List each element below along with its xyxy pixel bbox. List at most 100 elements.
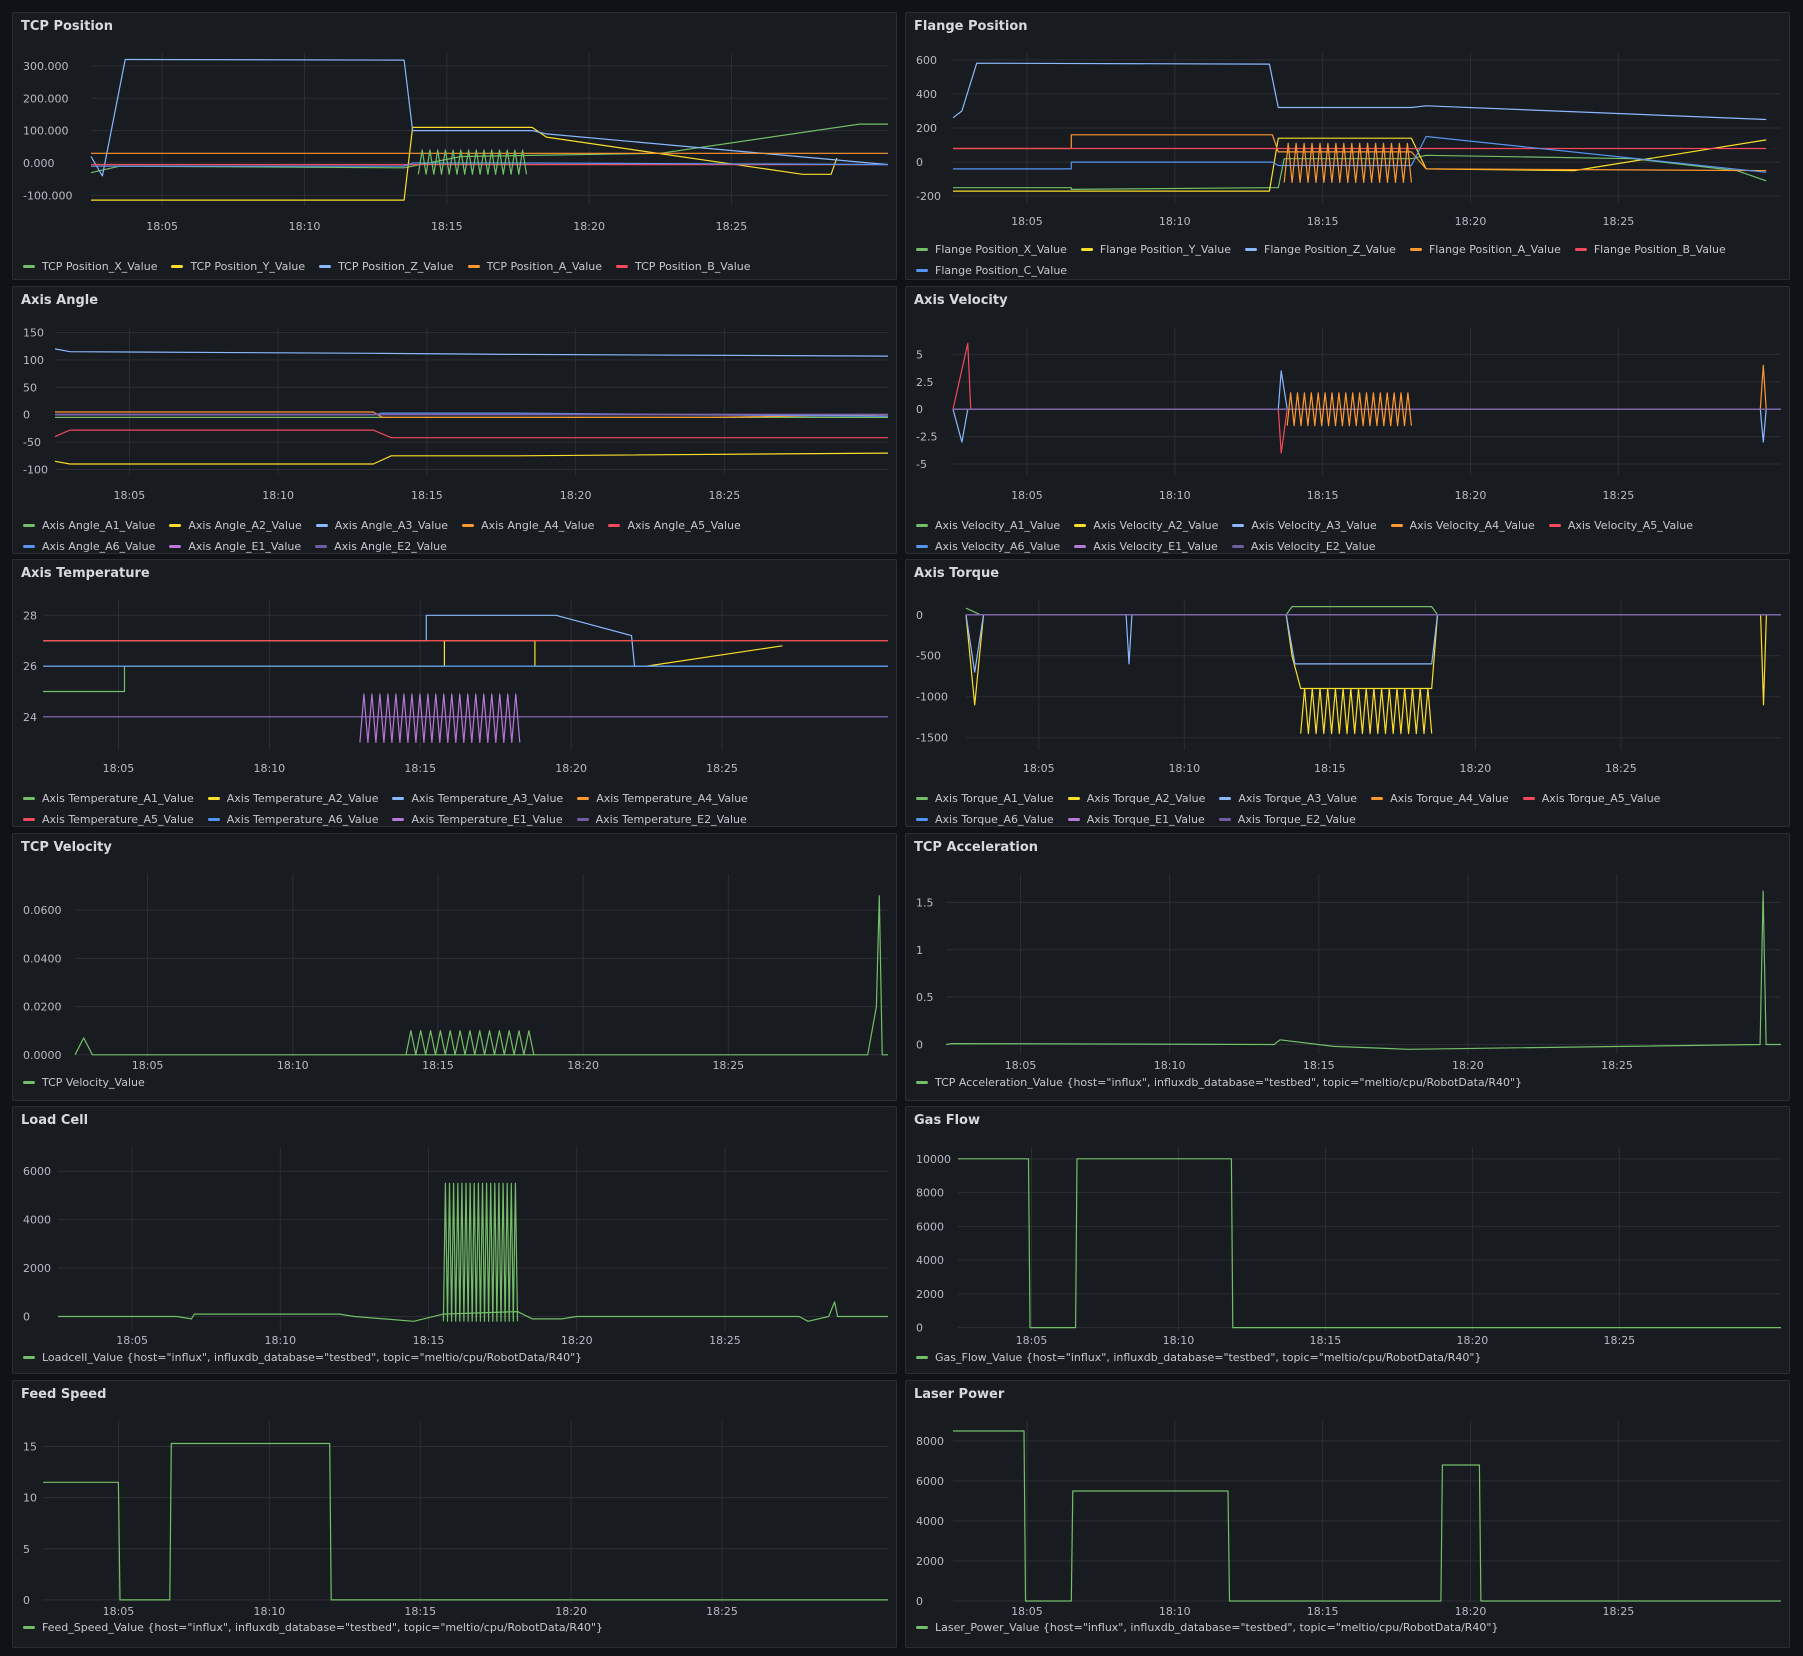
legend-item[interactable]: Axis Velocity_A4_Value (1390, 515, 1535, 536)
legend-item[interactable]: TCP Position_A_Value (467, 256, 602, 277)
panel-title[interactable]: Axis Angle (21, 293, 99, 308)
series-line-flange[interactable] (953, 137, 1767, 192)
legend-item[interactable]: Gas_Flow_Value {host="influx", influxdb_… (916, 1347, 1481, 1368)
legend-item[interactable]: Axis Temperature_E1_Value (392, 809, 563, 826)
series-line-gas-flow-value[interactable] (958, 1158, 1781, 1329)
panel-flange-position[interactable]: Flange Position 18:05 18:10 18:15 18:20 18:25… (905, 12, 1790, 280)
legend-item[interactable]: Axis Temperature_A2_Value (207, 788, 378, 809)
series-line-flange[interactable] (1283, 142, 1412, 184)
panel-axis-temperature[interactable]: Axis Temperature 18:05 18:10 18:15 18:20 18:2… (12, 559, 897, 827)
legend-item[interactable]: TCP Acceleration_Value {host="influx", i… (916, 1072, 1522, 1093)
legend-item[interactable]: TCP Velocity_Value (23, 1072, 145, 1093)
panel-title[interactable]: TCP Acceleration (914, 840, 1039, 855)
legend-item[interactable]: Axis Velocity_A5_Value (1548, 515, 1693, 536)
legend-item[interactable]: Axis Velocity_A3_Value (1232, 515, 1377, 536)
legend-item[interactable]: Axis Torque_A1_Value (916, 788, 1054, 809)
panel-laser-power[interactable]: Laser Power 18:05 18:10 18:15 18:20 18:25 8000… (905, 1380, 1790, 1648)
legend-item[interactable]: Axis Velocity_A1_Value (916, 515, 1060, 536)
series-line-axis[interactable] (54, 429, 888, 439)
series-line-axis[interactable] (965, 614, 1781, 673)
legend-item[interactable]: TCP Position_C_Value (23, 277, 158, 279)
legend-item[interactable]: Flange Position_A_Value (1409, 239, 1561, 260)
legend-item[interactable]: Axis Angle_A2_Value (169, 515, 302, 536)
legend-item[interactable]: Axis Temperature_A5_Value (23, 809, 194, 826)
chart-plot[interactable]: 18:05 18:10 18:15 18:20 18:25 0 -500 -1000 -1500 (906, 560, 1790, 827)
series-line-axis[interactable] (1286, 392, 1412, 427)
legend-item[interactable]: Axis Angle_A6_Value (23, 536, 155, 553)
series-line-tcp[interactable] (74, 895, 888, 1056)
panel-tcp-position[interactable]: TCP Position 18:05 18:10 18:15 18:20 18:25 300… (12, 12, 897, 280)
series-line-axis[interactable] (359, 693, 521, 743)
series-line-axis[interactable] (1300, 687, 1433, 735)
panel-axis-velocity[interactable]: Axis Velocity 18:05 18:10 18:15 18:20 18:25 5 2… (905, 286, 1790, 554)
legend-item[interactable]: Loadcell_Value {host="influx", influxdb_… (23, 1347, 582, 1368)
series-line-loadcell-value[interactable] (442, 1182, 519, 1322)
chart-plot[interactable]: 18:05 18:10 18:15 18:20 18:25 8000 6000 4000 200… (906, 1381, 1790, 1648)
panel-tcp-velocity[interactable]: TCP Velocity 18:05 18:10 18:15 18:20 18:25 0.0… (12, 833, 897, 1101)
panel-title[interactable]: Flange Position (914, 19, 1028, 34)
panel-title[interactable]: TCP Velocity (21, 840, 112, 855)
legend-item[interactable]: Flange Position_Z_Value (1245, 239, 1396, 260)
panel-feed-speed[interactable]: Feed Speed 18:05 18:10 18:15 18:20 18:25 15 10 5… (12, 1380, 897, 1648)
legend-item[interactable]: Axis Velocity_A6_Value (916, 536, 1060, 553)
series-line-axis[interactable] (54, 452, 889, 465)
legend-item[interactable]: Axis Temperature_E2_Value (576, 809, 747, 826)
legend-item[interactable]: Axis Velocity_E1_Value (1074, 536, 1218, 553)
chart-plot[interactable]: 18:05 18:10 18:15 18:20 18:25 0.0600 0.0400 0.0… (13, 834, 897, 1101)
series-line-tcp[interactable] (405, 1030, 535, 1056)
legend-item[interactable]: Flange Position_X_Value (916, 239, 1067, 260)
legend-item[interactable]: Axis Temperature_A4_Value (577, 788, 748, 809)
legend-item[interactable]: Flange Position_Y_Value (1080, 239, 1231, 260)
legend-item[interactable]: TCP Position_Y_Value (171, 256, 305, 277)
chart-plot[interactable]: 18:05 18:10 18:15 18:20 18:25 15 10 5 0 (13, 1381, 897, 1648)
panel-load-cell[interactable]: Load Cell 18:05 18:10 18:15 18:20 18:25 6000 40… (12, 1106, 897, 1374)
legend-item[interactable]: Feed_Speed_Value {host="influx", influxd… (23, 1617, 603, 1638)
chart-plot[interactable]: 18:05 18:10 18:15 18:20 18:25 6000 4000 2000 0 (13, 1107, 897, 1374)
series-line-tcp[interactable] (417, 149, 528, 175)
legend-item[interactable]: Axis Angle_E1_Value (169, 536, 301, 553)
series-line-axis[interactable] (54, 348, 889, 357)
panel-tcp-acceleration[interactable]: TCP Acceleration 18:05 18:10 18:15 18:20 18:2… (905, 833, 1790, 1101)
legend-item[interactable]: Axis Torque_A4_Value (1371, 788, 1509, 809)
legend-item[interactable]: Flange Position_B_Value (1574, 239, 1726, 260)
panel-title[interactable]: Axis Temperature (21, 566, 150, 581)
legend-item[interactable]: Axis Angle_A3_Value (315, 515, 448, 536)
legend-item[interactable]: Axis Temperature_A6_Value (207, 809, 378, 826)
series-line-tcp[interactable] (90, 58, 889, 177)
chart-plot[interactable]: 18:05 18:10 18:15 18:20 18:25 5 2.5 0 -2.5 -5 (906, 287, 1790, 554)
legend-item[interactable]: Axis Velocity_A2_Value (1074, 515, 1218, 536)
series-line-flange[interactable] (953, 134, 1767, 172)
panel-title[interactable]: Axis Torque (914, 566, 1000, 581)
panel-title[interactable]: Feed Speed (21, 1387, 107, 1402)
panel-gas-flow[interactable]: Gas Flow 18:05 18:10 18:15 18:20 18:25 10000 80… (905, 1106, 1790, 1374)
series-line-axis[interactable] (43, 665, 888, 693)
chart-plot[interactable]: 18:05 18:10 18:15 18:20 18:25 300.000 200.000 1… (13, 13, 897, 280)
panel-title[interactable]: TCP Position (21, 19, 113, 34)
panel-axis-torque[interactable]: Axis Torque 18:05 18:10 18:15 18:20 18:25 0 -50… (905, 559, 1790, 827)
series-line-axis[interactable] (43, 640, 783, 667)
series-line-laser-power-value[interactable] (953, 1430, 1781, 1602)
panel-axis-angle[interactable]: Axis Angle 18:05 18:10 18:15 18:20 18:25 150 10… (12, 286, 897, 554)
series-line-flange[interactable] (953, 135, 1767, 173)
legend-item[interactable]: TCP Position_X_Value (23, 256, 157, 277)
legend-item[interactable]: TCP Position_B_Value (616, 256, 751, 277)
legend-item[interactable]: Axis Torque_A2_Value (1067, 788, 1205, 809)
legend-item[interactable]: Axis Angle_E2_Value (315, 536, 447, 553)
legend-item[interactable]: Axis Torque_A3_Value (1219, 788, 1357, 809)
series-line-tcp[interactable] (91, 162, 889, 167)
chart-plot[interactable]: 18:05 18:10 18:15 18:20 18:25 600 400 200 0 -200 (906, 13, 1790, 280)
legend-item[interactable]: Axis Angle_A5_Value (608, 515, 741, 536)
series-line-flange[interactable] (952, 62, 1767, 121)
chart-plot[interactable]: 18:05 18:10 18:15 18:20 18:25 1.5 1 0.5 0 (906, 834, 1790, 1101)
panel-title[interactable]: Gas Flow (914, 1113, 980, 1128)
series-line-feed-speed-value[interactable] (43, 1442, 888, 1601)
legend-item[interactable]: TCP Position_Z_Value (319, 256, 454, 277)
panel-title[interactable]: Load Cell (21, 1113, 89, 1128)
legend-item[interactable]: Axis Temperature_A1_Value (23, 788, 194, 809)
legend-item[interactable]: Axis Velocity_E2_Value (1231, 536, 1375, 553)
legend-item[interactable]: Axis Angle_A4_Value (462, 515, 594, 536)
legend-item[interactable]: Axis Angle_A1_Value (23, 515, 155, 536)
chart-plot[interactable]: 18:05 18:10 18:15 18:20 18:25 10000 8000 6000 40… (906, 1107, 1790, 1374)
legend-item[interactable]: Laser_Power_Value {host="influx", influx… (916, 1617, 1498, 1638)
legend-item[interactable]: Axis Temperature_A3_Value (392, 788, 563, 809)
